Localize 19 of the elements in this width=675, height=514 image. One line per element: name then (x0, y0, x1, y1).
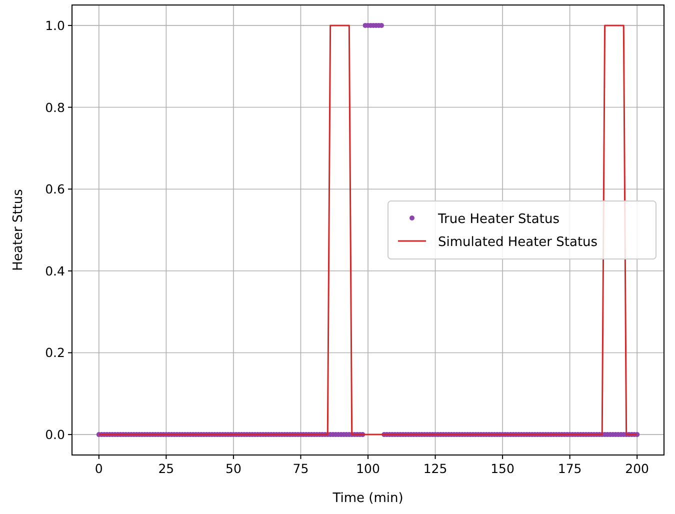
x-tick-label: 25 (158, 461, 174, 476)
x-axis-title: Time (min) (332, 491, 404, 506)
y-tick-label: 0.6 (45, 182, 66, 197)
x-tick-label: 75 (292, 461, 309, 476)
y-tick-label: 0.4 (45, 263, 66, 278)
x-tick-label: 150 (490, 461, 515, 476)
y-tick-label: 0.2 (45, 345, 65, 360)
x-tick-label: 200 (625, 461, 650, 476)
y-tick-label: 0.0 (45, 427, 66, 442)
x-tick-label: 175 (558, 461, 582, 476)
x-tick-label: 100 (356, 461, 380, 476)
y-tick-label: 0.8 (45, 100, 66, 115)
y-axis-title: Heater Sttus (11, 188, 26, 271)
legend-label: True Heater Status (437, 212, 560, 227)
legend-label: Simulated Heater Status (438, 235, 598, 250)
x-tick-label: 0 (94, 461, 103, 476)
y-tick-label: 1.0 (45, 18, 66, 33)
x-tick-label: 125 (423, 461, 448, 476)
x-tick-label: 50 (226, 461, 242, 476)
